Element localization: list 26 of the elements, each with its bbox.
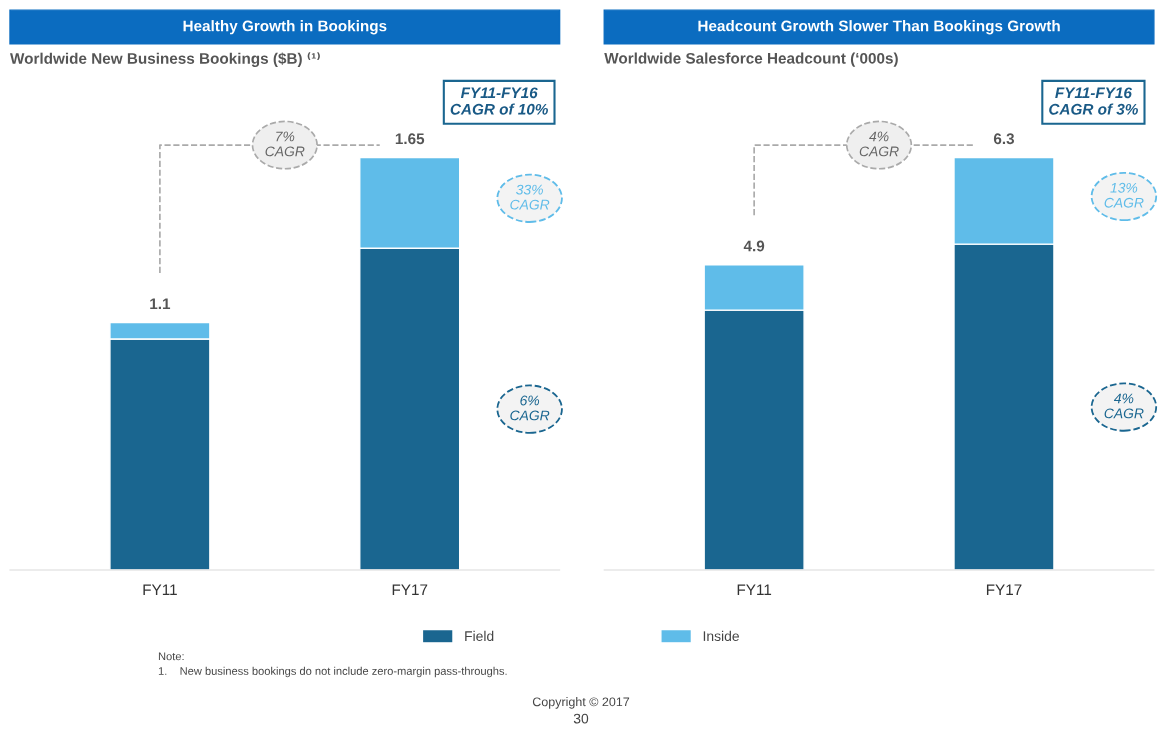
chart-subtitle: Worldwide New Business Bookings ($B) ⁽¹⁾: [10, 52, 320, 67]
text: 1. New business bookings do not include zero-margin pass-throughs.: [158, 666, 507, 678]
text: Copyright © 2017: [532, 697, 630, 709]
annotation: 13% CAGR: [1104, 182, 1144, 208]
chart-subtitle: Worldwide Salesforce Headcount (‘000s): [604, 52, 898, 67]
annotation: 4% CAGR: [1104, 393, 1144, 419]
text: FY11-FY16 CAGR of 3%: [1049, 87, 1138, 115]
text: 7% CAGR: [265, 131, 305, 157]
chart-title: Headcount Growth Slower Than Bookings Growth: [698, 20, 1060, 35]
annotation: 1.1: [150, 298, 171, 310]
annotation: 1.65: [395, 133, 425, 145]
annotation: 33% CAGR: [510, 184, 550, 210]
text: FY11-FY16 CAGR of 10%: [450, 87, 548, 115]
chart-title: Healthy Growth in Bookings: [183, 20, 387, 35]
legend-label: Field: [465, 630, 494, 642]
x-tick-label: FY11: [737, 584, 772, 595]
x-tick-label: FY11: [143, 584, 177, 595]
annotation: 6% CAGR: [510, 395, 550, 421]
legend-label: Inside: [703, 630, 739, 642]
annotation: 4.9: [743, 240, 765, 252]
text: 4% CAGR: [859, 131, 899, 157]
x-tick-label: FY17: [986, 584, 1022, 595]
text: Note:: [158, 652, 184, 661]
annotation: 6.3: [993, 133, 1015, 145]
x-tick-label: FY17: [392, 584, 428, 595]
text: 30: [573, 713, 589, 724]
